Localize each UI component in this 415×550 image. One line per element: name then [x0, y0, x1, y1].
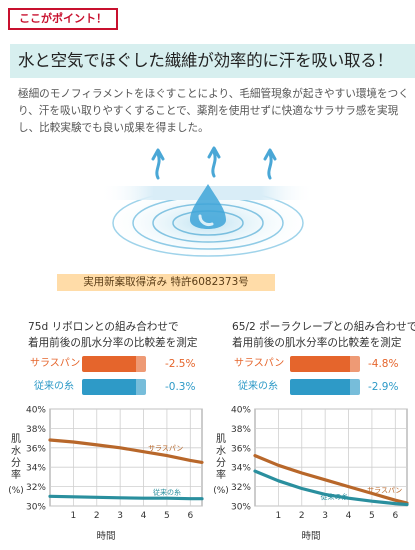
series-line-sarasapan: [253, 453, 409, 505]
y-tick-label: 40%: [26, 406, 46, 416]
x-tick-label: 1: [71, 511, 77, 521]
x-tick-label: 3: [322, 511, 328, 521]
vapor-arrow-icon: [263, 148, 277, 180]
patent-notice: 実用新案取得済み 特許6082373号: [57, 274, 275, 291]
y-tick-label: 40%: [231, 406, 251, 416]
bar-conventional-2: [290, 379, 361, 395]
bar-sarasapan-2: [290, 356, 361, 372]
series-line-conventional: [253, 469, 409, 507]
x-tick-label: 2: [299, 511, 305, 521]
description: 極細のモノフィラメントをほぐすことにより、毛細管現象が起きやすい環境をつくり、汗…: [18, 88, 409, 134]
y-axis-label: 肌水分率: [11, 434, 21, 481]
x-tick-label: 1: [276, 511, 282, 521]
x-tick-label: 4: [141, 511, 147, 521]
bar-label-conventional-2: 従来の糸: [238, 381, 278, 392]
x-tick-label: 6: [392, 511, 398, 521]
y-tick-label: 36%: [26, 444, 46, 454]
moisture-chart-1: 30% 32% 34% 36% 38% 40% 1 2 3 4 5 6 サラスパン従来の糸 肌水分率 (…: [6, 400, 206, 542]
y-tick-label: 34%: [231, 464, 251, 474]
y-axis-label: 肌水分率: [216, 434, 226, 481]
panel-title-1-line1: 75d リボロンとの組み合わせで: [28, 321, 179, 333]
bar-value-sarasapan-2: -4.8%: [368, 358, 399, 370]
panel-title-2-line2: 着用前後の肌水分率の比較差を測定: [232, 337, 402, 349]
fiber-illustration: [100, 146, 315, 261]
bar-label-sarasapan-1: サラスパン: [30, 358, 81, 369]
y-axis-unit: (%): [8, 486, 24, 496]
bar-conventional-1: [82, 379, 146, 395]
y-tick-label: 34%: [26, 464, 46, 474]
vapor-arrow-icon: [151, 148, 165, 180]
series-line-sarasapan: [48, 438, 204, 465]
y-tick-label: 32%: [231, 483, 251, 493]
series-label: 従来の糸: [321, 492, 349, 501]
series-label: サラスパン: [367, 486, 402, 494]
y-tick-label: 30%: [26, 503, 46, 513]
series-line-conventional: [48, 494, 204, 501]
y-tick-label: 38%: [231, 425, 251, 435]
x-tick-label: 2: [94, 511, 100, 521]
vapor-arrow-icon: [207, 146, 221, 178]
point-badge: ここがポイント！: [8, 8, 118, 30]
series-label: 従来の糸: [153, 488, 181, 497]
y-tick-label: 38%: [26, 425, 46, 435]
series-label: サラスパン: [148, 445, 183, 453]
panel-title-2-line1: 65/2 ポーラクレープとの組み合わせで: [232, 321, 415, 333]
headline: 水と空気でほぐした繊維が効率的に汗を吸い取る！: [18, 51, 393, 70]
x-tick-label: 3: [117, 511, 123, 521]
plot-frame: [254, 408, 408, 507]
moisture-chart-2: 30% 32% 34% 36% 38% 40% 1 2 3 4 5 6 サラスパン従来の糸 肌水分率 (…: [211, 400, 411, 542]
x-tick-label: 5: [369, 511, 375, 521]
bar-label-conventional-1: 従来の糸: [34, 381, 74, 392]
bar-value-sarasapan-1: -2.5%: [165, 358, 196, 370]
x-tick-label: 5: [164, 511, 170, 521]
x-tick-label: 6: [187, 511, 193, 521]
y-tick-label: 36%: [231, 444, 251, 454]
bar-value-conventional-2: -2.9%: [368, 381, 399, 393]
x-axis-title: 時間: [301, 531, 321, 542]
bar-value-conventional-1: -0.3%: [165, 381, 196, 393]
y-axis-unit: (%): [213, 486, 229, 496]
panel-title-1-line2: 着用前後の肌水分率の比較差を測定: [28, 337, 198, 349]
drop-highlight: [198, 214, 214, 226]
y-tick-label: 30%: [231, 503, 251, 513]
y-tick-label: 32%: [26, 483, 46, 493]
x-tick-label: 4: [346, 511, 352, 521]
bar-label-sarasapan-2: サラスパン: [234, 358, 285, 369]
x-axis-title: 時間: [96, 531, 116, 542]
headline-band: [10, 44, 415, 78]
bar-sarasapan-1: [82, 356, 146, 372]
